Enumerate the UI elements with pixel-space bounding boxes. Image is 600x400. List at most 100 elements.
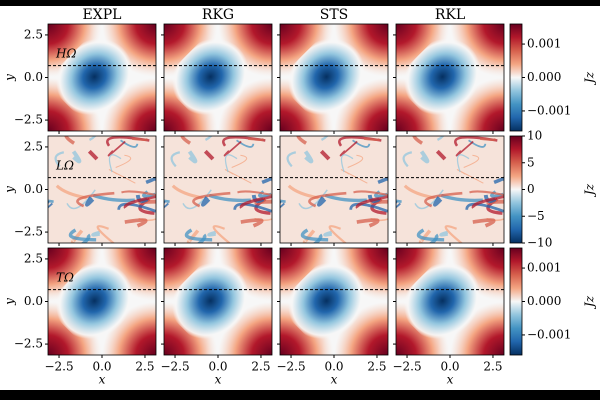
colorbar-tick-label: 10 [527,129,542,143]
colorbar-label: Jz [583,295,597,310]
field-streak [479,137,496,141]
field-streak [236,139,255,148]
y-tick-label: 0.0 [24,182,43,196]
field-streak [418,229,432,243]
colorbar-tick-label: −0.001 [527,327,571,341]
colorbar-label: Jz [583,71,597,86]
colorbar-tick-label: 0.001 [527,261,561,275]
field-streak [131,137,148,141]
field-streak [298,189,328,210]
field-core [280,24,385,131]
field-streak [456,154,470,173]
field-streak [120,139,139,148]
field-streak [115,154,132,168]
field-core [48,24,153,131]
field-streak [286,151,297,168]
field-streak [91,230,101,237]
field-streak [444,225,463,243]
field-streak [180,136,192,145]
column-title: STS [320,7,349,23]
field-streak [224,154,238,173]
y-tick-label: 2.5 [24,251,43,265]
field-core [396,248,501,355]
field-streak [186,229,200,243]
field-streak [80,233,91,243]
x-tick-label: 2.5 [367,360,386,374]
field-core [280,248,385,355]
field-streak [472,218,496,228]
field-streak [428,233,439,243]
field-streak [352,139,371,148]
row-label: TΩ [56,271,74,285]
x-tick-label: −2.5 [392,360,421,374]
field-streak [212,225,231,243]
field-streak [123,194,156,209]
field-streak [419,150,430,164]
field-streak [68,228,97,242]
panel [164,136,272,243]
y-tick-label: 0.0 [24,294,43,308]
y-axis-label: y [3,298,17,306]
field-streak [414,189,444,210]
field-streak [377,176,388,185]
field-streak [455,140,474,157]
field-streak [412,136,424,145]
field-streak [201,196,211,207]
field-streak [433,196,443,207]
colorbar-tick-label: 0.000 [527,70,561,84]
panel [48,248,156,355]
field-streak [76,191,115,208]
colorbar [509,247,523,356]
x-tick-label: −2.5 [160,360,189,374]
colorbar-tick-label: 0.000 [527,294,561,308]
field-streak [396,200,401,209]
field-streak [339,140,358,157]
panel [396,248,504,355]
x-tick-label: 2.5 [251,360,270,374]
field-streak [203,149,215,161]
field-streak [48,200,53,209]
row-label: LΩ [55,159,74,173]
colorbar [509,23,523,132]
field-streak [187,150,198,164]
field-streak [469,190,504,197]
panel [164,248,272,355]
field-streak [124,218,148,228]
field-streak [239,194,272,209]
field-streak [300,228,329,242]
field-streak [323,230,333,237]
field-streak [340,154,354,173]
colorbar-tick-label: 5 [527,155,535,169]
x-axis-label: x [447,373,454,387]
field-streak [164,200,169,209]
field-streak [223,140,242,157]
panel [164,24,272,131]
y-tick-label: −2.5 [14,337,43,351]
x-tick-label: −2.5 [44,360,73,374]
field-streak [280,196,286,204]
field-core [48,248,153,355]
field-streak [85,196,95,207]
x-tick-label: 0.0 [324,360,343,374]
field-core [164,248,269,355]
field-streak [396,196,402,204]
field-streak [363,137,380,141]
field-streak [463,154,480,168]
y-tick-label: 0.0 [24,70,43,84]
panel [280,136,388,243]
field-streak [254,199,272,206]
panel [396,24,504,131]
field-streak [355,194,388,209]
field-streak [328,225,347,243]
x-tick-label: 0.0 [440,360,459,374]
field-streak [145,176,156,185]
column-title: RKL [435,7,465,23]
y-tick-label: −2.5 [14,113,43,127]
field-streak [182,189,212,210]
x-tick-label: 0.0 [208,360,227,374]
field-streak [66,189,96,210]
field-streak [108,169,136,184]
y-tick-label: 2.5 [24,139,43,153]
field-streak [308,191,347,208]
field-streak [164,196,170,204]
